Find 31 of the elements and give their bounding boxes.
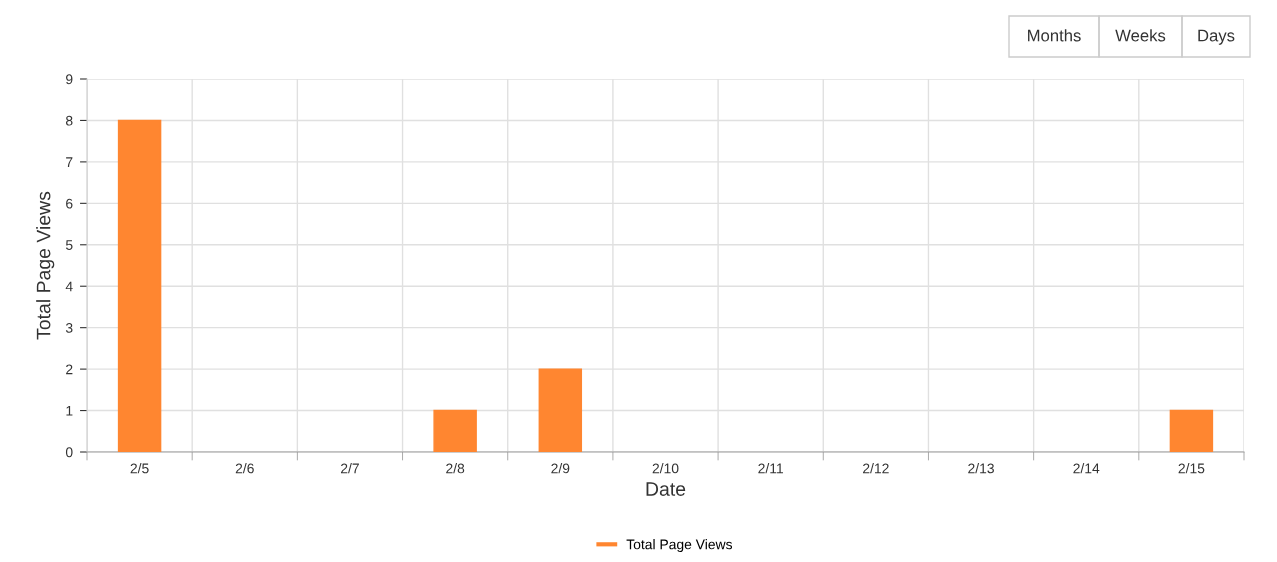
x-tick-label: 2/14 bbox=[1073, 463, 1100, 474]
y-tick-label: 4 bbox=[65, 281, 73, 292]
y-tick-label: 6 bbox=[66, 198, 73, 209]
x-tick-label: 2/13 bbox=[968, 463, 994, 474]
x-tick-label: 2/5 bbox=[130, 463, 149, 474]
bar bbox=[538, 368, 583, 452]
text: Days bbox=[1198, 29, 1235, 45]
bar bbox=[433, 409, 477, 452]
x-tick-label: 2/11 bbox=[758, 463, 784, 474]
text: Weeks bbox=[1115, 29, 1166, 42]
x-tick-label: 2/8 bbox=[446, 463, 465, 474]
bar bbox=[1169, 409, 1214, 452]
y-tick-label: 2 bbox=[66, 364, 73, 375]
x-tick-label: 2/6 bbox=[235, 463, 254, 474]
bar bbox=[117, 119, 162, 452]
legend-label: Total Page Views bbox=[626, 539, 733, 553]
x-tick-label: 2/9 bbox=[551, 463, 570, 474]
x-tick-label: 2/10 bbox=[652, 463, 679, 474]
y-tick-label: 3 bbox=[65, 323, 73, 333]
y-tick-label: 1 bbox=[66, 406, 73, 416]
y-axis-title: Total Page Views bbox=[36, 191, 55, 340]
x-tick-label: 2/15 bbox=[1178, 463, 1205, 474]
y-tick-label: 0 bbox=[65, 447, 73, 458]
y-tick-label: 8 bbox=[65, 115, 73, 126]
y-tick-label: 7 bbox=[66, 157, 73, 167]
x-axis-title: Date bbox=[646, 482, 686, 496]
x-tick-label: 2/7 bbox=[341, 463, 359, 474]
y-tick-label: 5 bbox=[65, 240, 73, 250]
text: Months bbox=[1028, 29, 1081, 42]
x-tick-label: 2/12 bbox=[863, 463, 889, 474]
y-tick-label: 9 bbox=[66, 74, 73, 85]
